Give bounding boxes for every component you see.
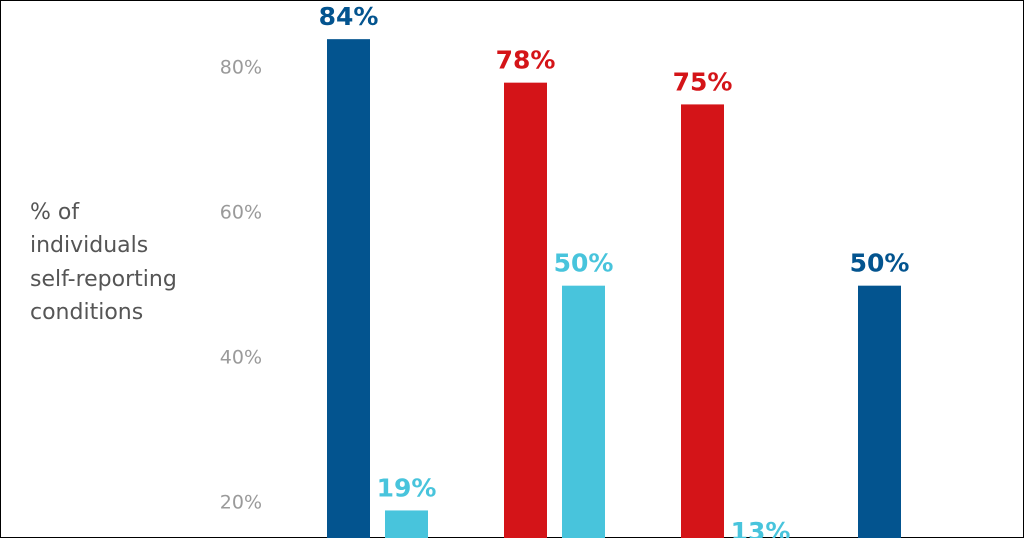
value-label: 50% [554,249,614,278]
value-label: 84% [319,2,379,31]
bar [858,285,901,538]
bar [385,510,428,538]
value-label: 78% [496,46,556,75]
y-axis-label: conditions [30,300,143,325]
y-tick-label: 60% [220,202,262,224]
value-label: 19% [377,473,437,502]
bar [327,39,370,538]
y-axis-label: self-reporting [30,267,177,292]
bar [681,104,724,538]
y-axis-label: individuals [30,233,148,258]
value-label: 75% [673,67,733,96]
y-tick-label: 20% [220,492,262,514]
value-label: 13% [731,517,791,538]
value-label: 50% [850,249,910,278]
y-tick-label: 40% [220,347,262,369]
bar [562,285,605,538]
y-axis-label: % of [30,200,80,225]
bar [504,82,547,538]
y-tick-label: 80% [220,57,262,79]
